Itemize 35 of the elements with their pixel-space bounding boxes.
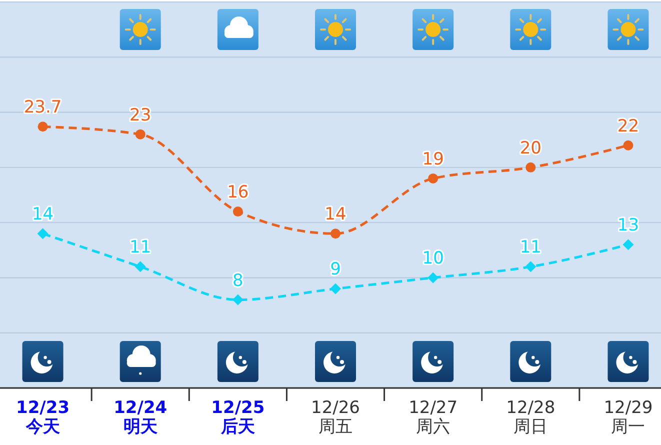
point	[134, 261, 146, 272]
point	[428, 272, 439, 284]
data-label: 8	[232, 270, 244, 291]
data-label: 10	[422, 248, 444, 269]
point	[330, 283, 341, 294]
point	[232, 206, 243, 217]
x-tick-label: 12/23 今天	[16, 398, 70, 437]
point	[526, 162, 536, 172]
data-label: 13	[617, 216, 640, 236]
x-tick-label: 12/25 后天	[211, 398, 265, 437]
data-label: 11	[520, 238, 542, 258]
point	[330, 228, 340, 239]
point	[232, 294, 244, 306]
data-label: 14	[32, 204, 54, 225]
point	[38, 122, 48, 132]
data-label: 23	[130, 105, 152, 126]
x-tick-label: 12/28 周日	[506, 398, 556, 437]
x-tick-label: 12/29 周一	[604, 398, 653, 437]
point	[622, 239, 634, 250]
data-label: 11	[130, 238, 152, 258]
data-label: 14	[324, 204, 346, 225]
point	[525, 261, 536, 272]
data-label: 22	[617, 116, 640, 136]
x-tick-label: 12/27 周六	[408, 398, 458, 437]
point	[135, 129, 146, 140]
data-label: 20	[520, 138, 542, 158]
data-label: 16	[227, 182, 249, 203]
data-label: 9	[330, 260, 341, 280]
data-label: 23.7	[24, 98, 62, 118]
point	[428, 173, 438, 184]
data-label: 19	[422, 149, 444, 170]
x-tick-label: 12/26 周五	[311, 398, 360, 437]
x-tick-label: 12/24 明天	[114, 398, 168, 437]
point	[37, 228, 48, 240]
point	[623, 140, 634, 150]
